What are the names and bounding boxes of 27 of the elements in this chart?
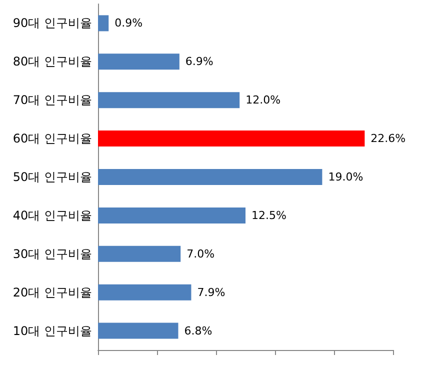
data-label: 12.0% — [246, 94, 281, 107]
y-tick-label: 80대 인구비율 — [12, 54, 92, 69]
y-tick-label: 70대 인구비율 — [12, 93, 92, 108]
bar — [98, 92, 240, 108]
bar — [98, 54, 180, 70]
bar — [98, 322, 178, 339]
bar — [98, 169, 322, 185]
bar — [98, 207, 246, 224]
y-tick-label: 20대 인구비율 — [12, 285, 92, 300]
bar — [98, 246, 181, 262]
y-tick-label: 30대 인구비율 — [12, 246, 92, 261]
data-label: 6.9% — [185, 55, 214, 68]
data-label: 0.9% — [114, 16, 143, 30]
y-tick-label: 60대 인구비율 — [12, 132, 92, 146]
data-label: 7.9% — [197, 286, 226, 299]
data-label: 12.5% — [252, 208, 286, 222]
data-label: 19.0% — [328, 170, 364, 184]
y-tick-label: 10대 인구비율 — [12, 324, 92, 338]
bar — [98, 284, 192, 300]
data-label: 6.8% — [184, 324, 212, 338]
y-tick-label: 90대 인구비율 — [12, 16, 92, 30]
bar — [98, 15, 109, 32]
y-tick-label: 50대 인구비율 — [12, 170, 92, 184]
data-label: 7.0% — [186, 247, 215, 260]
data-label: 22.6% — [370, 132, 406, 146]
bar — [98, 130, 365, 147]
y-tick-label: 40대 인구비율 — [12, 208, 92, 222]
